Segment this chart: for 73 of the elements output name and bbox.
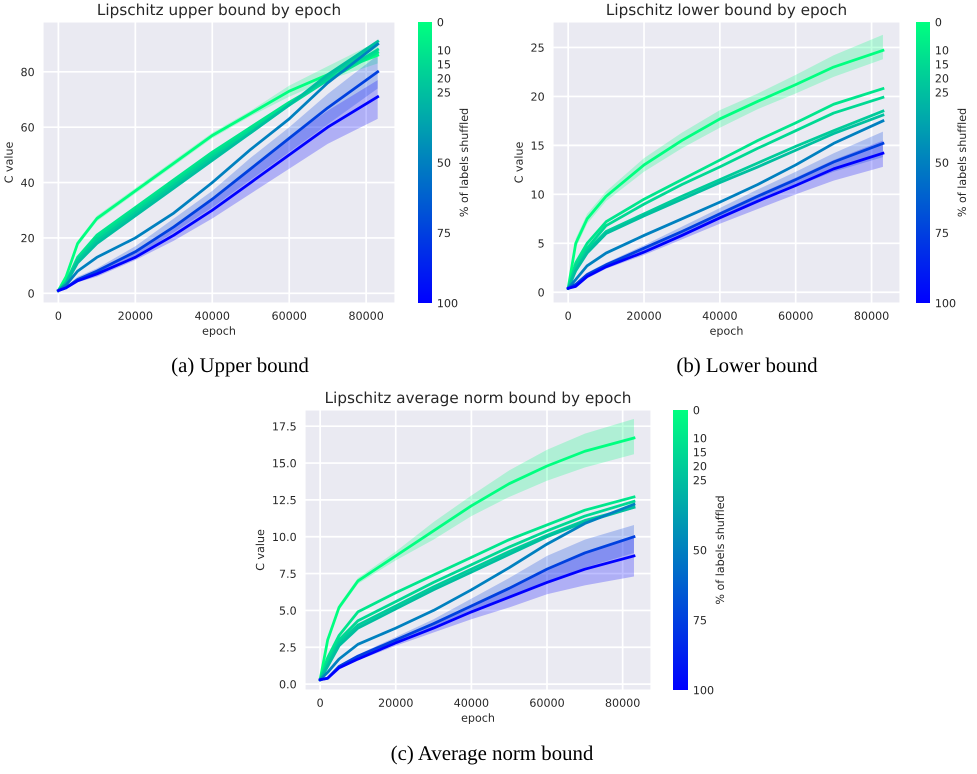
- x-tick-label: 80000: [606, 698, 640, 707]
- color-bar-label: 25: [438, 88, 450, 97]
- color-bar-label: 100: [438, 298, 458, 308]
- x-tick-label: 80000: [349, 312, 384, 320]
- y-tick-label: 60: [21, 123, 34, 132]
- y-tick-label: 5.0: [280, 606, 296, 615]
- color-bar-label: 10: [694, 434, 706, 442]
- y-tick-label: 25: [531, 43, 544, 52]
- x-tick-label: 60000: [272, 312, 306, 320]
- x-tick-label: 40000: [454, 698, 488, 707]
- y-axis-title: C value: [514, 142, 523, 183]
- x-tick-label: 60000: [778, 312, 813, 320]
- y-tick-label: 40: [21, 178, 34, 187]
- color-bar-title: % of labels shuffled: [459, 108, 468, 216]
- color-bar-label: 100: [694, 686, 714, 694]
- chart-title: Lipschitz upper bound by epoch: [98, 3, 340, 18]
- y-tick-label: 20: [531, 92, 544, 101]
- x-axis-title: epoch: [462, 713, 494, 724]
- color-bar-label: 25: [694, 476, 706, 484]
- y-tick-label: 0.0: [280, 680, 296, 688]
- color-bar-label: 50: [438, 158, 450, 167]
- color-bar-label: 50: [694, 546, 706, 554]
- y-tick-label: 0: [538, 288, 544, 297]
- y-tick-label: 12.5: [273, 496, 296, 504]
- color-bar-title: % of labels shuffled: [715, 496, 724, 604]
- x-tick-label: 40000: [195, 312, 230, 320]
- x-tick-label: 0: [317, 698, 323, 707]
- color-bar-label: 75: [936, 228, 948, 238]
- color-bar-label: 0: [936, 18, 942, 26]
- color-bar-label: 10: [438, 46, 450, 54]
- x-axis-title: epoch: [710, 326, 742, 338]
- color-bar-label: 20: [936, 74, 948, 83]
- chart-title: Lipschitz average norm bound by epoch: [326, 391, 630, 406]
- x-tick-label: 20000: [378, 698, 413, 707]
- color-bar-label: 20: [438, 74, 450, 83]
- y-tick-label: 10: [532, 190, 544, 199]
- x-axis-title: epoch: [202, 326, 235, 338]
- y-tick-label: 15: [532, 141, 544, 150]
- y-tick-label: 2.5: [280, 643, 296, 652]
- y-tick-label: 10.0: [273, 532, 296, 542]
- y-tick-label: 15.0: [273, 459, 296, 468]
- y-axis-title: C value: [4, 142, 13, 183]
- text: (b) Lower bound: [677, 358, 818, 376]
- color-bar-label: 0: [694, 406, 700, 414]
- x-tick-label: 0: [565, 312, 571, 320]
- color-bar-label: 20: [694, 462, 706, 470]
- chart-title: Lipschitz lower bound by epoch: [607, 3, 846, 18]
- y-tick-label: 20: [21, 234, 34, 242]
- x-tick-label: 20000: [627, 312, 661, 320]
- y-tick-label: 80: [21, 68, 34, 76]
- color-bar-label: 25: [936, 88, 948, 97]
- x-tick-label: 80000: [854, 312, 888, 320]
- color-bar-label: 50: [936, 158, 948, 167]
- text: (a) Upper bound: [172, 358, 309, 376]
- color-bar-label: 75: [694, 616, 706, 624]
- y-tick-label: 17.5: [273, 422, 296, 431]
- x-tick-label: 40000: [702, 312, 737, 320]
- y-tick-label: 5: [538, 239, 544, 248]
- color-bar-label: 10: [936, 46, 948, 54]
- color-bar-title: % of labels shuffled: [957, 108, 966, 216]
- color-bar-label: 100: [936, 298, 956, 308]
- text: (c) Average norm bound: [392, 746, 594, 764]
- y-tick-label: 0: [28, 289, 34, 298]
- x-tick-label: 20000: [118, 312, 152, 320]
- y-tick-label: 7.5: [280, 570, 296, 578]
- x-tick-label: 0: [56, 312, 62, 320]
- color-bar-label: 15: [438, 60, 450, 69]
- color-bar-label: 0: [438, 18, 444, 26]
- y-axis-title: C value: [256, 530, 264, 570]
- color-bar-label: 15: [694, 448, 706, 456]
- x-tick-label: 60000: [530, 698, 564, 707]
- color-bar-label: 15: [936, 60, 948, 69]
- color-bar-label: 75: [438, 228, 450, 238]
